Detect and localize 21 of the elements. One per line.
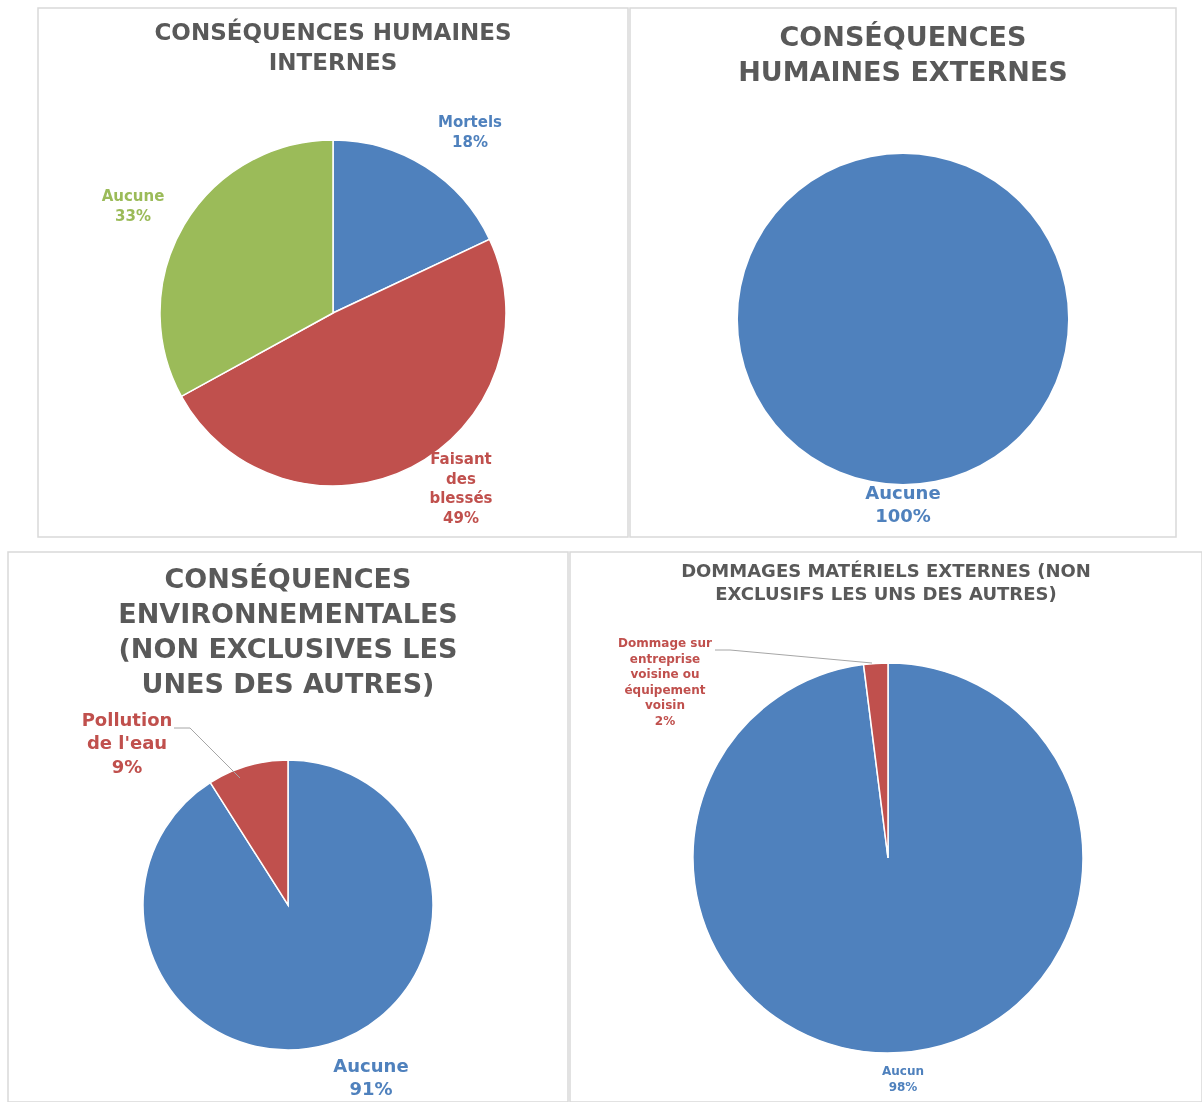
data-label: 98% [888,1079,918,1094]
chart-title: CONSÉQUENCES HUMAINES EXTERNES [738,21,1068,88]
slice-label: Dommage sur entreprise voisine ou équipement voisin [618,636,712,713]
chart-title: DOMMAGES MATÉRIELS EXTERNES (NON EXCLUSIFS LES UNS DES AUTRES) [681,560,1091,605]
slice-label: Aucune [101,187,165,205]
slice-label: Faisant des blessés [429,450,493,507]
data-label: 49% [443,508,479,527]
chart-title: CONSÉQUENCES HUMAINES INTERNES [154,18,512,75]
slice-label: Aucune [865,482,941,503]
data-label: 33% [115,206,151,225]
data-label: 18% [452,132,488,151]
data-label: 91% [349,1078,393,1100]
slice-label: Mortels [437,113,503,131]
slice-label: Aucune [333,1055,409,1076]
slice-label: Pollution de l'eau [81,709,173,754]
data-label: 100% [875,505,931,527]
chart-title: CONSÉQUENCES ENVIRONNEMENTALES (NON EXCLUSIVES LES UNES DES AUTRES) [118,563,458,700]
data-label: 2% [654,714,676,728]
slice-label: Aucun [881,1064,925,1078]
pie-slice [142,759,434,1051]
data-label: 9% [111,755,143,777]
